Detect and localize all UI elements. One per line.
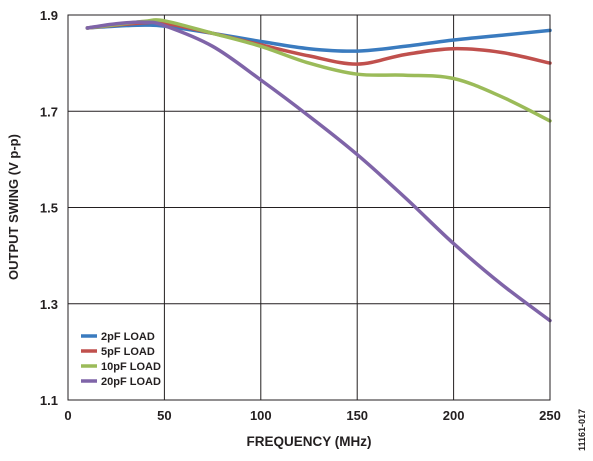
y-tick-label: 1.3 (40, 297, 58, 312)
x-tick-label: 50 (157, 408, 171, 423)
tick-labels: 0 50 100 150 200 250 1.1 1.3 1.5 1.7 1.9 (40, 8, 561, 423)
legend-label: 10pF LOAD (101, 361, 161, 373)
x-tick-label: 250 (539, 408, 561, 423)
legend-label: 5pF LOAD (101, 346, 155, 358)
series-line-4 (85, 20, 552, 323)
x-tick-label: 200 (443, 408, 465, 423)
legend-label: 2pF LOAD (101, 331, 155, 343)
series-line-1 (85, 23, 552, 53)
x-tick-label: 0 (64, 408, 71, 423)
y-tick-label: 1.1 (40, 393, 58, 408)
x-tick-label: 150 (346, 408, 368, 423)
y-tick-label: 1.7 (40, 104, 58, 119)
y-tick-label: 1.9 (40, 8, 58, 23)
y-tick-label: 1.5 (40, 201, 58, 216)
plot-frame (67, 14, 551, 401)
figure-id: 11161-017 (577, 409, 587, 451)
y-axis-label: OUTPUT SWING (V p-p) (6, 134, 21, 280)
x-axis-label: FREQUENCY (MHz) (246, 434, 371, 449)
series-line-3 (85, 18, 552, 123)
x-tick-label: 100 (250, 408, 272, 423)
series-lines (85, 18, 552, 323)
legend: 2pF LOAD 5pF LOAD 10pF LOAD 20pF LOAD (81, 331, 161, 388)
series-line-2 (85, 20, 552, 66)
legend-label: 20pF LOAD (101, 376, 161, 388)
